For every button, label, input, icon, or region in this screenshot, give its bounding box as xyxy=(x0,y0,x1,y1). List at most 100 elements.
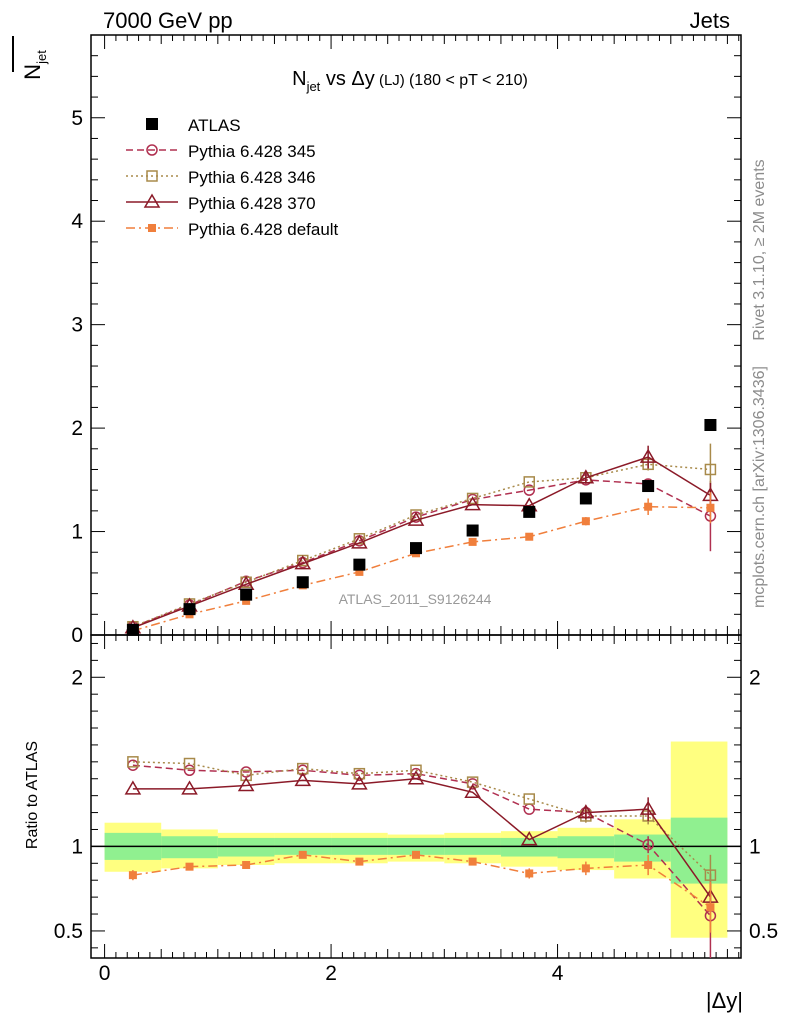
ratio-square-point xyxy=(183,757,196,770)
main-triangle-point xyxy=(639,448,657,463)
svg-text:Njet: Njet xyxy=(20,50,49,80)
main-triangle-point xyxy=(577,469,595,484)
ratio-band-green xyxy=(161,836,218,859)
y-tick-label: 1 xyxy=(71,521,83,544)
x-tick-label: 4 xyxy=(552,962,564,985)
y-tick-label: 2 xyxy=(71,417,83,440)
legend-marker xyxy=(146,170,158,182)
y-tick-label: 3 xyxy=(71,314,83,337)
ratio-square-point xyxy=(127,756,139,768)
ratio-y-tick-label: 0.5 xyxy=(54,920,83,943)
ratio-filledsquare-point xyxy=(298,850,307,859)
x-axis-label: |Δy| xyxy=(706,988,743,1013)
main-triangle-point xyxy=(351,534,368,549)
main-filledsquare-point xyxy=(644,502,653,511)
y-tick-label: 0 xyxy=(71,624,83,647)
main-data-point xyxy=(642,480,655,493)
main-filledsquare-point xyxy=(525,532,534,541)
ratio-triangle-point xyxy=(294,771,312,787)
main-data-point xyxy=(523,505,536,518)
ratio-filledsquare-point xyxy=(128,871,137,880)
main-triangle-point xyxy=(407,511,425,526)
legend-marker xyxy=(146,144,158,156)
main-filledsquare-point xyxy=(581,517,590,526)
main-data-point xyxy=(183,603,196,616)
ratio-circle-point xyxy=(183,764,196,777)
ratio-filledsquare-point xyxy=(468,857,477,866)
legend-label: ATLAS xyxy=(188,116,241,135)
ratio-band-green xyxy=(557,836,615,859)
ratio-square-point xyxy=(466,776,479,788)
ratio-band-green xyxy=(217,837,275,857)
main-filledsquare-point xyxy=(706,503,715,512)
ratio-y-tick-label-right: 2 xyxy=(749,666,761,689)
main-square-point xyxy=(523,476,535,488)
ratio-filledsquare-point xyxy=(242,860,251,869)
ratio-square-point xyxy=(240,769,252,782)
y-tick-label: 5 xyxy=(71,107,83,130)
legend-label: Pythia 6.428 default xyxy=(188,220,339,239)
ratio-square-point xyxy=(353,767,366,780)
ratio-triangle-point xyxy=(181,780,198,795)
ratio-y-tick-label: 2 xyxy=(71,666,83,689)
main-data-point xyxy=(353,558,366,571)
main-data-point xyxy=(410,542,422,555)
ratio-triangle-point xyxy=(351,775,368,790)
process-label: Jets xyxy=(690,8,730,33)
y-tick-label: 4 xyxy=(71,210,83,233)
ratio-filledsquare-point xyxy=(581,864,590,873)
ratio-y-tick-label-right: 0.5 xyxy=(749,920,778,943)
main-data-point xyxy=(704,419,717,431)
main-filledsquare-point xyxy=(468,537,477,546)
ratio-y-tick-label: 1 xyxy=(71,835,83,858)
ratio-square-point xyxy=(410,764,422,777)
ratio-filledsquare-point xyxy=(412,850,420,859)
main-data-point xyxy=(126,623,139,636)
main-square-line xyxy=(132,463,711,628)
ratio-triangle-point xyxy=(124,780,142,795)
main-square-point xyxy=(704,463,717,476)
ratio-triangle-point xyxy=(577,804,595,819)
legend-marker xyxy=(148,224,156,232)
ratio-filledsquare-point xyxy=(185,862,194,871)
energy-label: 7000 GeV pp xyxy=(103,8,233,33)
main-circle-point xyxy=(523,484,535,496)
ratio-filledsquare-point xyxy=(355,857,364,866)
legend-label: Pythia 6.428 370 xyxy=(188,194,316,213)
main-frame xyxy=(90,34,742,636)
analysis-label: ATLAS_2011_S9126244 xyxy=(339,591,492,607)
ratio-square-point xyxy=(704,869,717,881)
rivet-label: Rivet 3.1.10, ≥ 2M events xyxy=(751,159,768,340)
ratio-triangle-point xyxy=(237,777,255,792)
ratio-band-green xyxy=(500,837,558,857)
main-panel: 0 1 2 3 4 5 xyxy=(71,34,742,647)
legend-label: Pythia 6.428 345 xyxy=(188,142,316,161)
ratio-triangle-line xyxy=(132,777,712,898)
main-square-point xyxy=(353,533,366,545)
legend-marker xyxy=(143,193,161,208)
main-triangle-line xyxy=(132,456,711,629)
chart-title: Njet vs Δy (LJ) (180 < pT < 210) xyxy=(292,68,528,94)
ratio-filledsquare-point xyxy=(706,903,715,912)
ratio-triangle-point xyxy=(407,770,425,785)
legend-label: Pythia 6.428 346 xyxy=(188,168,316,187)
x-tick-label: 2 xyxy=(325,962,337,985)
ratio-filledsquare-point xyxy=(525,869,534,878)
ratio-y-tick-label-right: 1 xyxy=(749,835,761,858)
main-data-point xyxy=(579,492,592,505)
main-filledsquare-point xyxy=(242,596,251,605)
ratio-circle-point xyxy=(523,803,535,815)
main-triangle-point xyxy=(464,496,481,511)
legend-marker xyxy=(146,118,158,130)
x-tick-label: 0 xyxy=(99,962,111,985)
ratio-triangle-point xyxy=(639,800,657,815)
main-filledsquare-point xyxy=(355,567,364,576)
ratio-circle-point xyxy=(642,838,654,851)
ratio-band-green xyxy=(670,817,728,884)
legend: ATLAS Pythia 6.428 345 Pythia 6.428 346 Pyt… xyxy=(126,116,339,239)
main-data-point xyxy=(240,588,253,601)
main-triangle-point xyxy=(294,555,312,570)
y-axis-label: Njet xyxy=(12,36,49,80)
ratio-band-green xyxy=(614,834,671,862)
